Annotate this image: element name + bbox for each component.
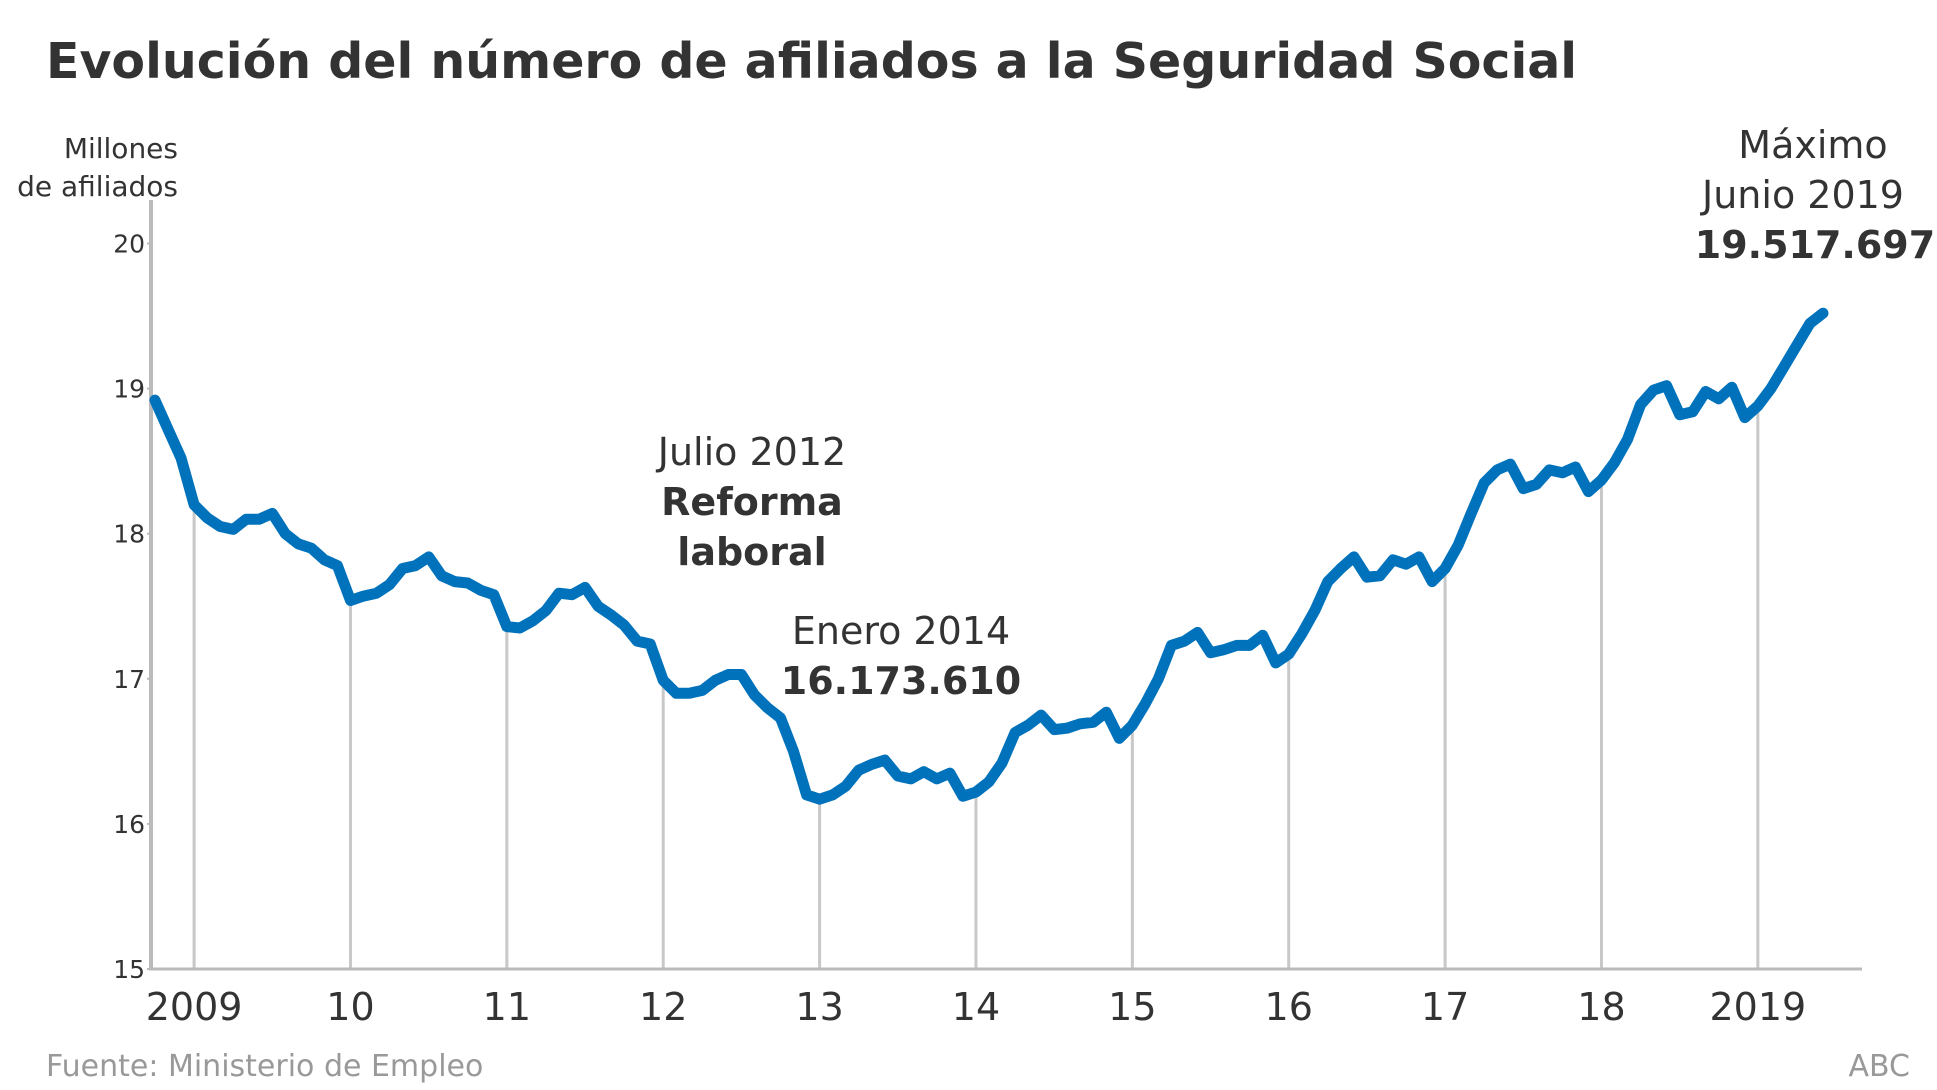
x-tick-label: 13 [795, 985, 843, 1029]
chart-title: Evolución del número de afiliados a la S… [46, 33, 1577, 90]
y-tick-label: 16 [113, 810, 145, 839]
annotation: Reforma [661, 480, 843, 524]
y-axis-label: Millones [64, 132, 178, 165]
x-tick-label: 11 [483, 985, 531, 1029]
annotation: laboral [677, 530, 826, 574]
x-tick-label: 2019 [1709, 985, 1806, 1029]
x-tick-label: 12 [639, 985, 687, 1029]
annotation: Máximo [1738, 123, 1887, 167]
credit: ABC [1848, 1049, 1910, 1084]
data-line [149, 307, 1829, 805]
x-tick-label: 16 [1265, 985, 1313, 1029]
x-tick-label: 10 [326, 985, 374, 1029]
x-tick-label: 18 [1577, 985, 1625, 1029]
annotation: 19.517.697 [1695, 223, 1935, 267]
y-tick-label: 20 [113, 230, 145, 259]
x-tick-label: 2009 [146, 985, 243, 1029]
y-tick-label: 17 [113, 665, 145, 694]
annotation: Junio 2019 [1700, 173, 1904, 217]
annotation: Julio 2012 [656, 430, 846, 474]
annotation: Enero 2014 [792, 609, 1010, 653]
x-tick-label: 15 [1108, 985, 1156, 1029]
y-axis-label: de afiliados [17, 170, 178, 203]
x-tick-label: 14 [952, 985, 1000, 1029]
y-tick-label: 15 [113, 955, 145, 984]
y-tick-label: 18 [113, 520, 145, 549]
y-tick-label: 19 [113, 375, 145, 404]
source: Fuente: Ministerio de Empleo [46, 1049, 483, 1084]
annotation: 16.173.610 [781, 659, 1021, 703]
x-tick-label: 17 [1421, 985, 1469, 1029]
